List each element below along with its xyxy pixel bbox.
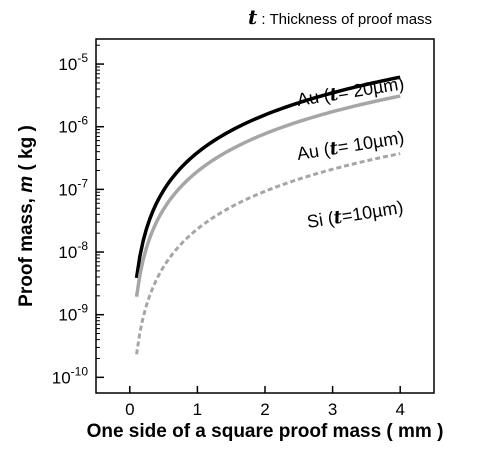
y-axis-title: Proof mass, m ( kg ) — [16, 125, 37, 307]
series-line-2 — [135, 152, 401, 355]
y-tick-label: 10-10 — [52, 364, 89, 387]
y-axis: 10-10 10-9 10-8 10-7 10-6 10-5 — [52, 44, 104, 387]
x-tick-label: 1 — [193, 400, 202, 419]
x-axis-title: One side of a square proof mass ( mm ) — [87, 421, 444, 442]
series-label-au-10: Au (t= 10µm) — [295, 127, 405, 165]
y-tick-label: 10-8 — [58, 239, 88, 262]
x-tick-label: 4 — [395, 400, 404, 419]
y-tick-label: 10-5 — [58, 51, 88, 74]
x-tick-label: 2 — [260, 400, 269, 419]
y-tick-label: 10-7 — [58, 176, 88, 199]
series-label-si-10: Si (t=10µm) — [305, 197, 404, 233]
y-tick-label: 10-6 — [58, 114, 88, 137]
header-note-text: : Thickness of proof mass — [257, 11, 432, 28]
series-line-1 — [134, 94, 401, 298]
header-note: t : Thickness of proof mass — [248, 5, 432, 29]
header-note-symbol: t — [248, 5, 258, 29]
series-line-0 — [134, 75, 401, 279]
x-tick-label: 0 — [125, 400, 134, 419]
series-group — [134, 75, 401, 355]
x-tick-label: 3 — [328, 400, 337, 419]
y-tick-label: 10-9 — [58, 302, 88, 325]
x-axis: 0 1 2 3 4 — [125, 386, 405, 419]
